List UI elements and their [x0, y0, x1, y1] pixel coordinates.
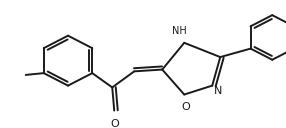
Text: N: N: [214, 86, 223, 96]
Text: O: O: [182, 102, 191, 112]
Text: O: O: [111, 119, 120, 128]
Text: NH: NH: [172, 26, 187, 36]
